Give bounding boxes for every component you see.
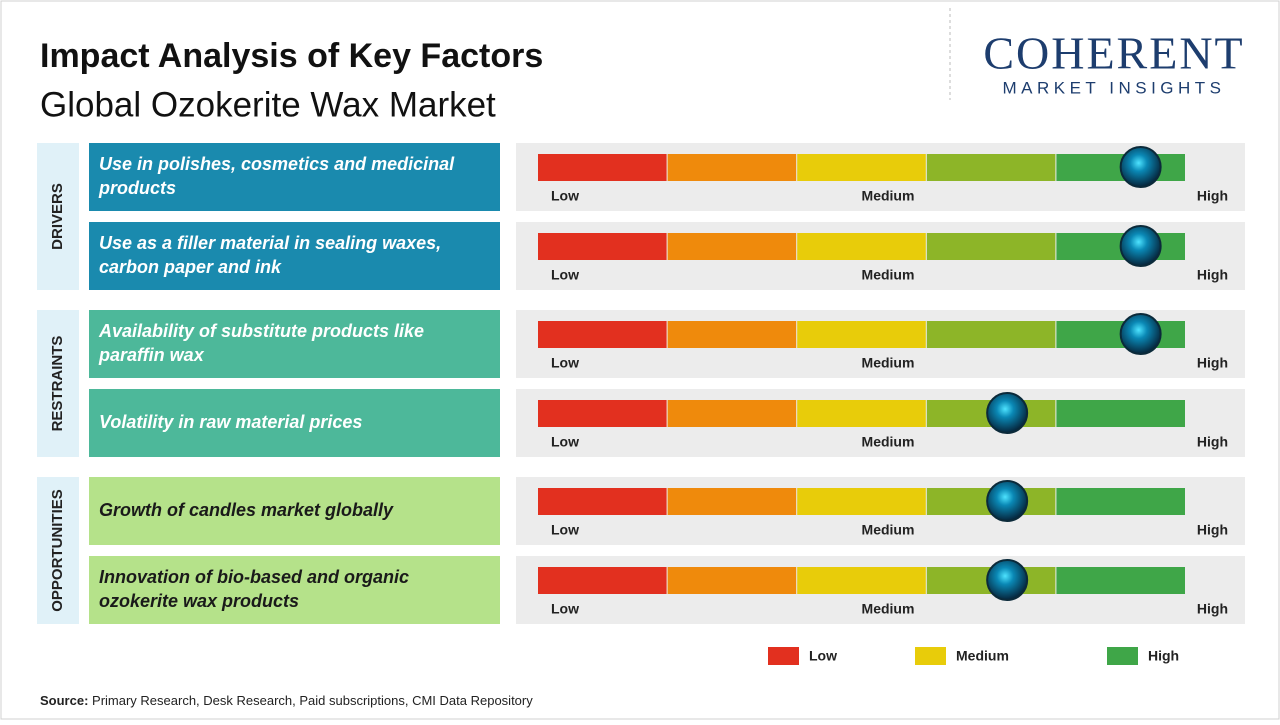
meter-segment [667,321,797,348]
factor-text: Innovation of bio-based and organic ozoke… [99,567,409,611]
meter-high: High [1197,434,1228,450]
legend-swatch [1107,647,1138,665]
logo-tagline: MARKET INSIGHTS [1002,78,1225,97]
meter-segment [667,400,797,427]
meter-segment [667,567,797,594]
factor-box [89,222,500,290]
meter-segment [797,567,926,594]
meter-segment [667,233,797,260]
factor-text: Use as a filler material in sealing waxe… [99,233,441,277]
impact-knob [986,480,1029,522]
meter-segment [1056,400,1185,427]
factor-box [89,389,500,457]
meter-segment [797,488,926,515]
group-box [37,143,79,290]
meter-segment [538,400,667,427]
meter-medium: Medium [862,188,915,204]
meter-low: Low [551,522,579,538]
factor-box [89,477,500,545]
meter-segment [797,321,926,348]
impact-knob [986,392,1029,434]
legend-label: High [1148,648,1179,664]
meter-high: High [1197,188,1228,204]
meter-low: Low [551,434,579,450]
legend-label: Medium [956,648,1009,664]
factor-text: Availability of substitute products like… [98,321,424,365]
legend-label: Low [809,648,837,664]
logo-name: COHERENT [983,28,1244,79]
meter-segment [538,488,667,515]
meter-segment [667,154,797,181]
meter-segment [926,321,1056,348]
meter-high: High [1197,355,1228,371]
group-box [37,477,79,624]
source-text: Primary Research, Desk Research, Paid su… [92,693,533,708]
meter-low: Low [551,188,579,204]
meter-low: Low [551,267,579,283]
impact-knob [1119,146,1162,188]
meter-high: High [1197,522,1228,538]
meter-segment [797,400,926,427]
meter-segment [926,154,1056,181]
group-label: RESTRAINTS [49,336,66,432]
meter-segment [1056,488,1185,515]
source-label: Source: [40,693,88,708]
meter-segment [797,233,926,260]
impact-knob [986,559,1029,601]
meter-segment [1056,567,1185,594]
title: Impact Analysis of Key Factors [40,37,543,75]
meter-low: Low [551,355,579,371]
group-box [37,310,79,457]
factor-box [89,556,500,624]
meter-segment [538,154,667,181]
subtitle: Global Ozokerite Wax Market [40,85,496,124]
meter-segment [667,488,797,515]
source: Source: Primary Research, Desk Research,… [40,693,533,708]
meter-segment [538,321,667,348]
meter-medium: Medium [862,434,915,450]
factor-text: Volatility in raw material prices [99,412,362,432]
legend-swatch [915,647,946,665]
meter-segment [538,233,667,260]
factor-box [89,310,500,378]
meter-segment [926,233,1056,260]
impact-knob [1119,225,1162,267]
meter-high: High [1197,267,1228,283]
meter-medium: Medium [862,267,915,283]
legend-swatch [768,647,799,665]
factor-box [89,143,500,211]
meter-segment [797,154,926,181]
meter-medium: Medium [862,522,915,538]
factor-text: Use in polishes, cosmetics and medicinal… [98,154,455,198]
meter-segment [538,567,667,594]
group-label: OPPORTUNITIES [49,489,66,612]
group-label: DRIVERS [49,183,66,250]
factor-text: Growth of candles market globally [99,500,394,520]
meter-high: High [1197,601,1228,617]
meter-medium: Medium [862,355,915,371]
meter-medium: Medium [862,601,915,617]
impact-knob [1119,313,1162,355]
meter-low: Low [551,601,579,617]
